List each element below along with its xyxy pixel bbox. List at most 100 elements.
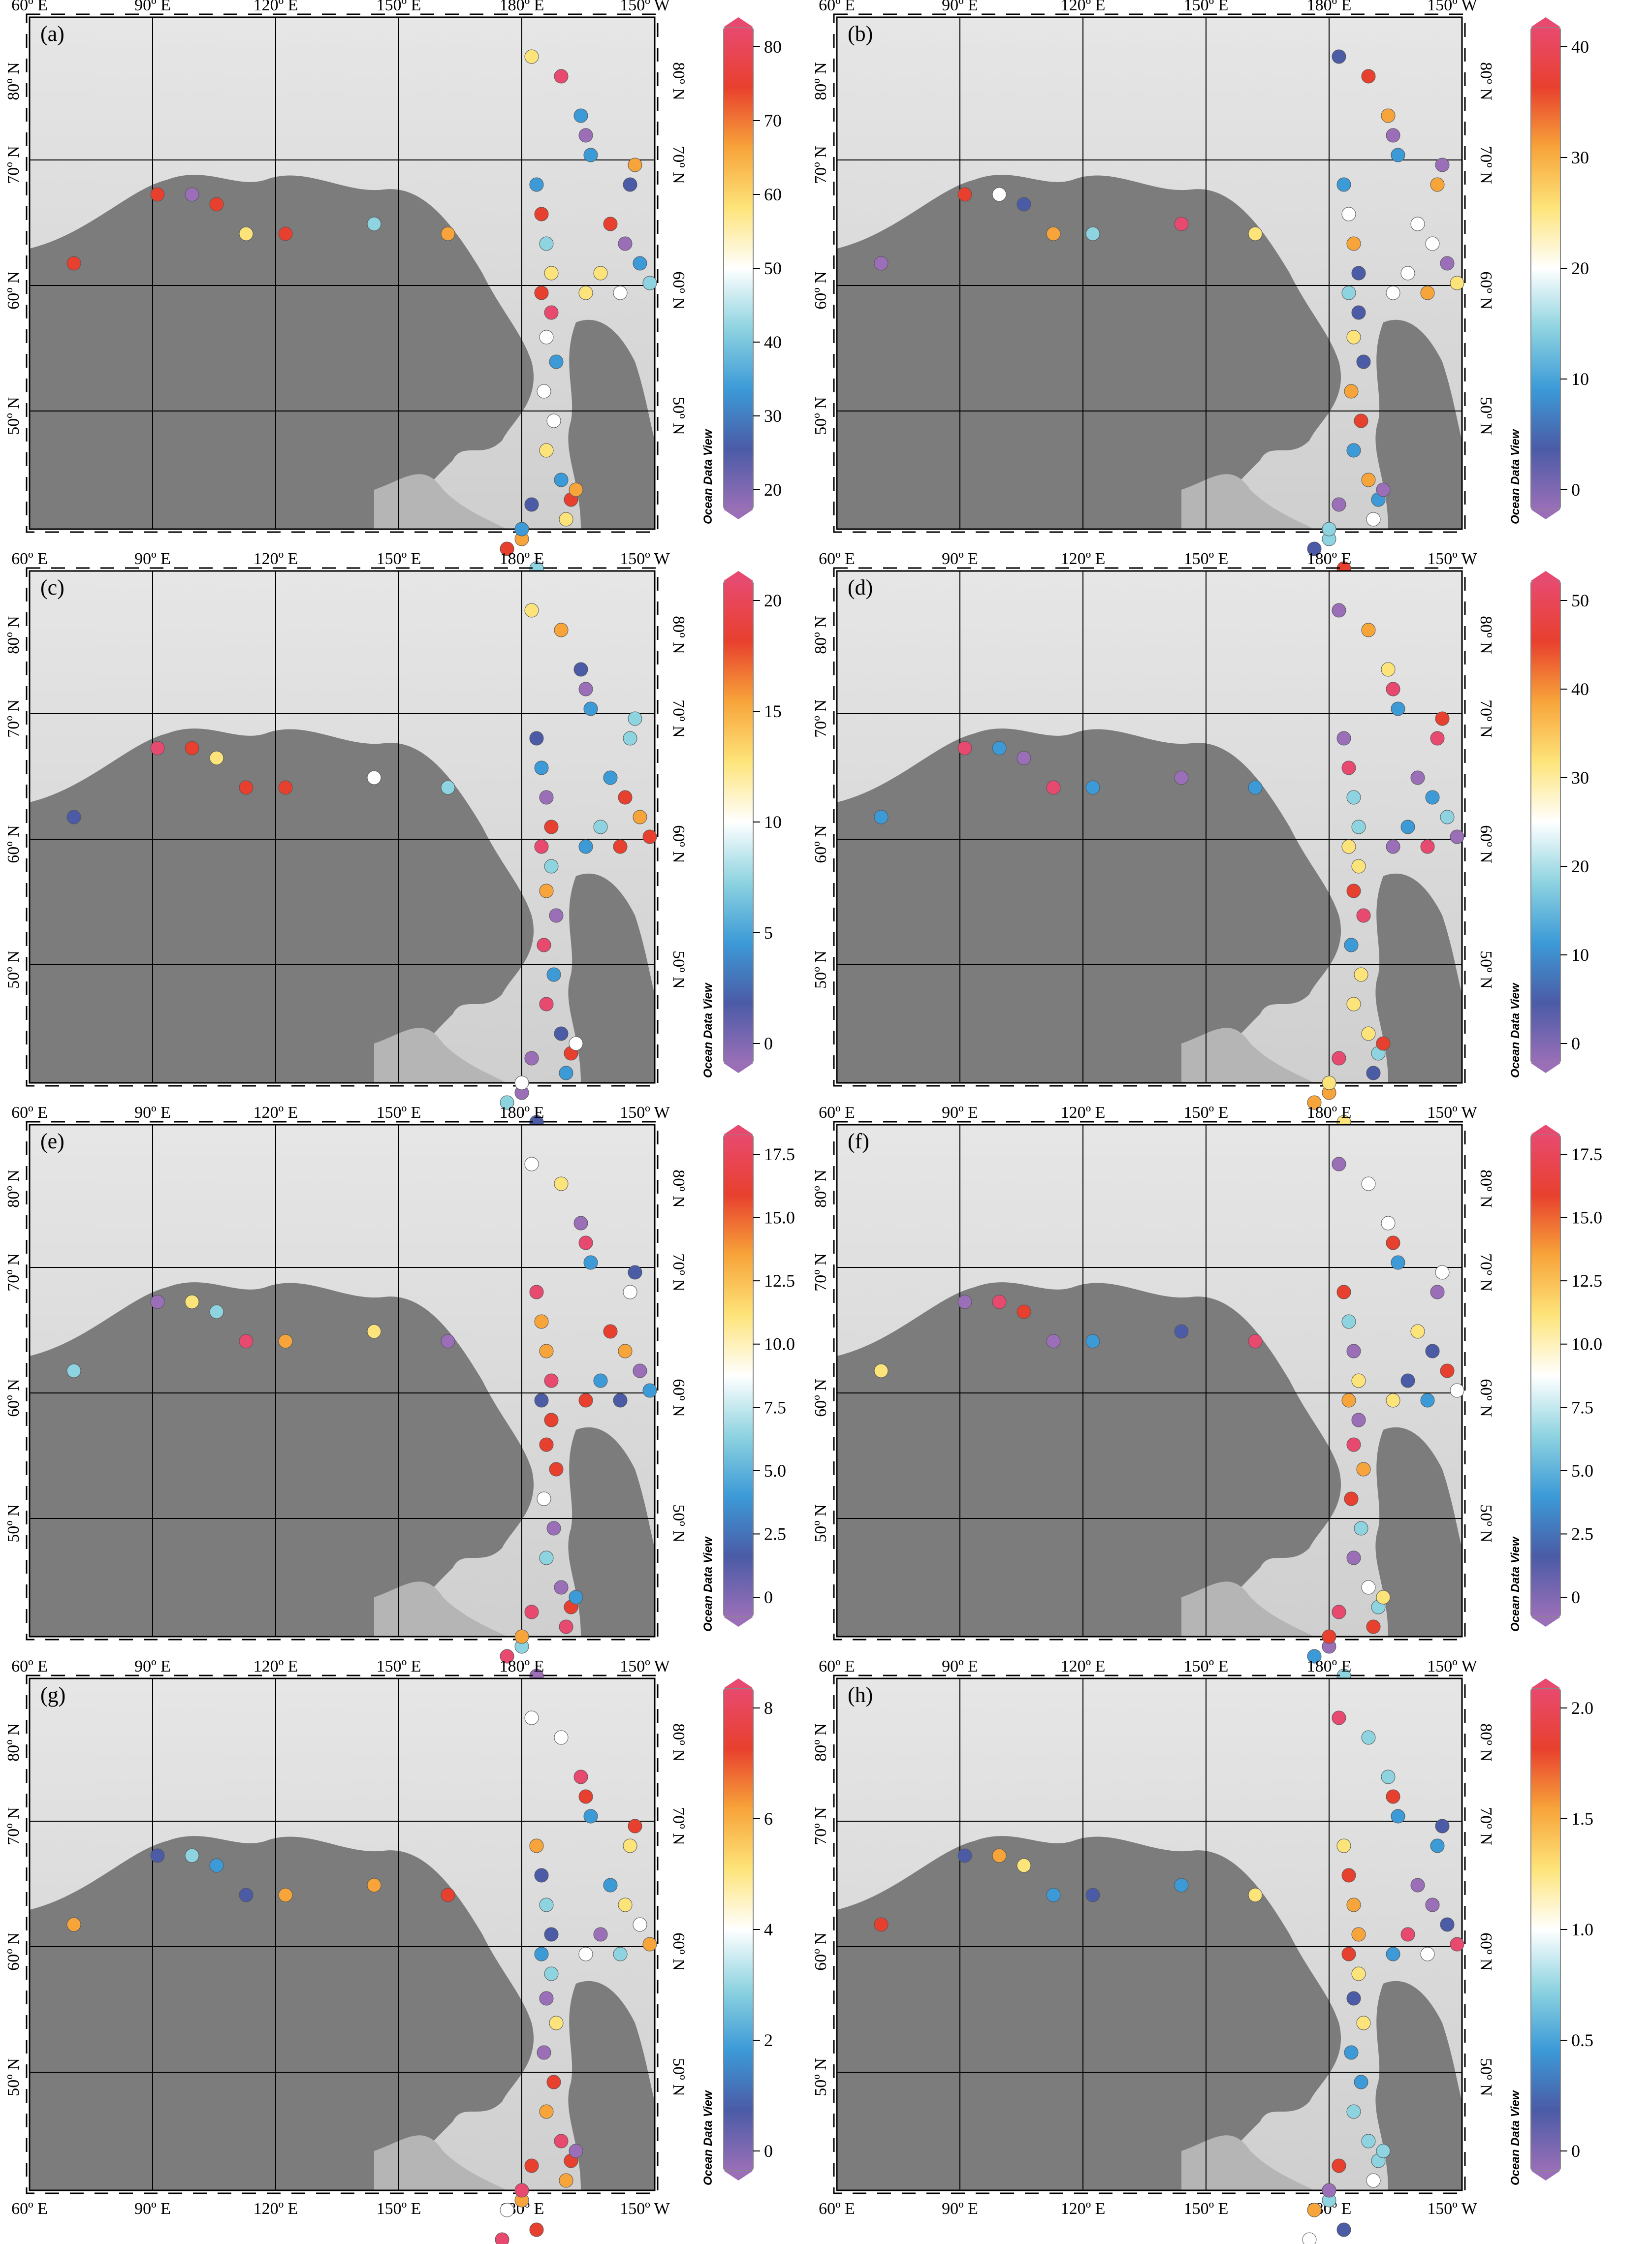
sampling-station[interactable] <box>573 662 588 677</box>
sampling-station[interactable] <box>1017 1858 1031 1873</box>
sampling-station[interactable] <box>529 1838 544 1853</box>
sampling-station[interactable] <box>1341 1393 1356 1408</box>
sampling-station[interactable] <box>1322 1075 1336 1090</box>
sampling-station[interactable] <box>603 217 618 231</box>
sampling-station[interactable] <box>544 1413 559 1427</box>
sampling-station[interactable] <box>1174 1324 1189 1339</box>
sampling-station[interactable] <box>1346 1550 1361 1565</box>
sampling-station[interactable] <box>1420 1393 1435 1408</box>
sampling-station[interactable] <box>1344 384 1359 399</box>
sampling-station[interactable] <box>529 2222 544 2237</box>
sampling-station[interactable] <box>554 473 569 487</box>
sampling-station[interactable] <box>559 1619 573 1634</box>
sampling-station[interactable] <box>593 266 608 281</box>
sampling-station[interactable] <box>613 1393 628 1408</box>
sampling-station[interactable] <box>1354 967 1368 982</box>
sampling-station[interactable] <box>1174 217 1189 231</box>
sampling-station[interactable] <box>514 2183 529 2198</box>
sampling-station[interactable] <box>549 2016 564 2030</box>
sampling-station[interactable] <box>539 443 554 458</box>
sampling-station[interactable] <box>524 603 539 618</box>
sampling-station[interactable] <box>1450 1937 1464 1952</box>
sampling-station[interactable] <box>539 330 554 345</box>
sampling-station[interactable] <box>874 1363 889 1378</box>
sampling-station[interactable] <box>278 226 293 241</box>
sampling-station[interactable] <box>1346 2104 1361 2119</box>
sampling-station[interactable] <box>1450 1383 1464 1398</box>
sampling-station[interactable] <box>1430 1838 1445 1853</box>
sampling-station[interactable] <box>239 1334 254 1349</box>
sampling-station[interactable] <box>1366 1066 1381 1080</box>
sampling-station[interactable] <box>1361 1580 1376 1595</box>
sampling-station[interactable] <box>239 780 254 795</box>
sampling-station[interactable] <box>1391 1255 1405 1270</box>
sampling-station[interactable] <box>66 256 81 271</box>
sampling-station[interactable] <box>1381 1216 1396 1231</box>
sampling-station[interactable] <box>1248 226 1263 241</box>
sampling-station[interactable] <box>185 187 199 202</box>
sampling-station[interactable] <box>1381 1770 1396 1784</box>
sampling-station[interactable] <box>1391 1809 1405 1824</box>
sampling-station[interactable] <box>1391 148 1405 162</box>
sampling-station[interactable] <box>529 177 544 192</box>
sampling-station[interactable] <box>1400 266 1415 281</box>
sampling-station[interactable] <box>209 1858 224 1873</box>
sampling-station[interactable] <box>1046 1888 1061 1902</box>
sampling-station[interactable] <box>578 1393 593 1408</box>
sampling-station[interactable] <box>578 839 593 854</box>
sampling-station[interactable] <box>603 1324 618 1339</box>
sampling-station[interactable] <box>583 701 598 716</box>
sampling-station[interactable] <box>1346 1991 1361 2006</box>
sampling-station[interactable] <box>1332 1157 1346 1171</box>
sampling-station[interactable] <box>1248 1888 1263 1902</box>
sampling-station[interactable] <box>1386 1235 1400 1250</box>
sampling-station[interactable] <box>1386 1947 1400 1961</box>
sampling-station[interactable] <box>569 1590 583 1605</box>
sampling-station[interactable] <box>992 741 1007 756</box>
sampling-station[interactable] <box>209 751 224 765</box>
sampling-station[interactable] <box>1341 285 1356 300</box>
sampling-station[interactable] <box>66 810 81 824</box>
sampling-station[interactable] <box>992 187 1007 202</box>
sampling-station[interactable] <box>1346 790 1361 805</box>
sampling-station[interactable] <box>500 1095 514 1110</box>
sampling-station[interactable] <box>1435 158 1450 172</box>
sampling-station[interactable] <box>1346 443 1361 458</box>
sampling-station[interactable] <box>1307 1095 1322 1110</box>
sampling-station[interactable] <box>539 2104 554 2119</box>
sampling-station[interactable] <box>524 49 539 64</box>
sampling-station[interactable] <box>559 1066 573 1080</box>
sampling-station[interactable] <box>1356 908 1371 923</box>
sampling-station[interactable] <box>1376 1036 1391 1051</box>
sampling-station[interactable] <box>1344 2045 1359 2060</box>
sampling-station[interactable] <box>1302 2232 1317 2244</box>
sampling-station[interactable] <box>1435 711 1450 726</box>
sampling-station[interactable] <box>1346 1437 1361 1452</box>
sampling-station[interactable] <box>1332 49 1346 64</box>
sampling-station[interactable] <box>957 1295 972 1309</box>
sampling-station[interactable] <box>529 1285 544 1299</box>
sampling-station[interactable] <box>559 2173 573 2188</box>
sampling-station[interactable] <box>544 820 559 834</box>
sampling-station[interactable] <box>573 1770 588 1784</box>
sampling-station[interactable] <box>578 128 593 143</box>
sampling-station[interactable] <box>578 285 593 300</box>
sampling-station[interactable] <box>554 2134 569 2149</box>
sampling-station[interactable] <box>1017 197 1031 212</box>
sampling-station[interactable] <box>1085 1888 1100 1902</box>
sampling-station[interactable] <box>1307 541 1322 556</box>
sampling-station[interactable] <box>1386 128 1400 143</box>
sampling-station[interactable] <box>1425 1897 1440 1912</box>
sampling-station[interactable] <box>514 522 529 537</box>
sampling-station[interactable] <box>613 1947 628 1961</box>
sampling-station[interactable] <box>1085 1334 1100 1349</box>
sampling-station[interactable] <box>1400 1373 1415 1388</box>
sampling-station[interactable] <box>1341 760 1356 775</box>
sampling-station[interactable] <box>534 207 549 221</box>
sampling-station[interactable] <box>1341 1868 1356 1883</box>
sampling-station[interactable] <box>1440 256 1455 271</box>
sampling-station[interactable] <box>66 1363 81 1378</box>
sampling-station[interactable] <box>1361 1730 1376 1745</box>
sampling-station[interactable] <box>544 305 559 320</box>
sampling-station[interactable] <box>957 741 972 756</box>
